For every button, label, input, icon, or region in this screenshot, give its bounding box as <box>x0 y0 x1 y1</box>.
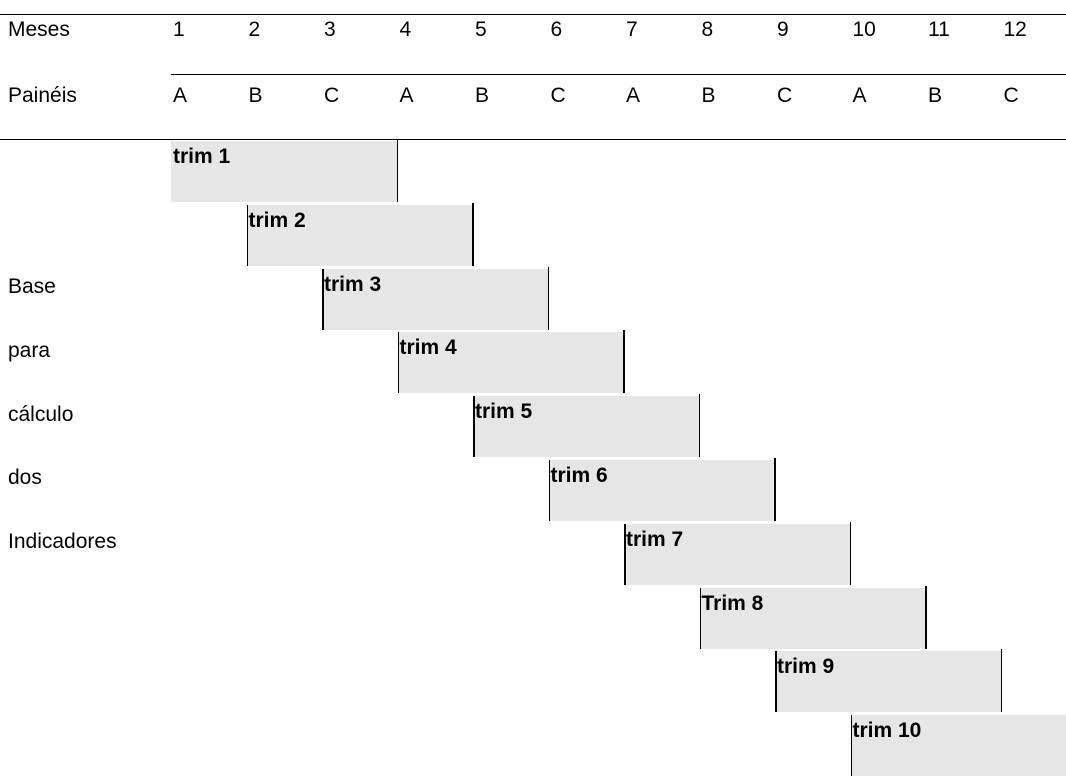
panel-letter: A <box>853 84 867 108</box>
panel-letter: C <box>324 84 339 108</box>
quarter-end-line <box>850 522 852 585</box>
month-number: 2 <box>249 18 261 42</box>
panels-label: Painéis <box>8 84 77 108</box>
month-number: 10 <box>853 18 876 42</box>
month-number: 3 <box>324 18 336 42</box>
panel-letter: C <box>777 84 792 108</box>
panel-letter: B <box>475 84 489 108</box>
panel-letter: C <box>1004 84 1019 108</box>
quarter-end-line <box>699 394 701 457</box>
header-bottom-rule <box>0 139 1066 140</box>
side-label-line: para <box>8 339 50 363</box>
month-number: 11 <box>928 18 950 42</box>
quarter-label: trim 3 <box>324 273 381 297</box>
quarter-label: trim 7 <box>626 528 683 552</box>
quarter-end-line <box>548 267 550 330</box>
panel-letter: A <box>400 84 414 108</box>
quarter-end-line <box>1001 649 1003 712</box>
quarter-end-line <box>774 458 776 521</box>
side-label-line: dos <box>8 466 42 490</box>
months-label: Meses <box>8 18 70 42</box>
side-label-line: Base <box>8 275 56 299</box>
month-number: 6 <box>551 18 563 42</box>
panel-letter: B <box>249 84 263 108</box>
month-number: 4 <box>400 18 412 42</box>
quarter-label: trim 10 <box>853 719 922 743</box>
top-rule <box>0 14 1066 15</box>
month-number: 5 <box>475 18 487 42</box>
quarter-end-line <box>623 330 625 393</box>
month-number: 9 <box>777 18 789 42</box>
quarter-label: trim 1 <box>173 145 230 169</box>
panel-letter: A <box>173 84 187 108</box>
quarter-label: trim 5 <box>475 400 532 424</box>
quarter-label: trim 6 <box>551 464 608 488</box>
quarter-end-line <box>397 139 399 202</box>
panel-letter: A <box>626 84 640 108</box>
quarter-end-line <box>925 586 927 649</box>
quarter-label: trim 4 <box>400 336 457 360</box>
quarter-label: Trim 8 <box>702 592 764 616</box>
side-label-line: Indicadores <box>8 530 117 554</box>
month-number: 8 <box>702 18 714 42</box>
side-label-line: cálculo <box>8 403 73 427</box>
panel-letter: B <box>702 84 716 108</box>
month-number: 1 <box>173 18 185 42</box>
month-number: 12 <box>1004 18 1027 42</box>
quarter-end-line <box>472 203 474 266</box>
panel-letter: C <box>551 84 566 108</box>
quarter-label: trim 2 <box>249 209 306 233</box>
quarter-label: trim 9 <box>777 655 834 679</box>
month-number: 7 <box>626 18 638 42</box>
panel-letter: B <box>928 84 942 108</box>
panels-rule <box>171 74 1066 75</box>
